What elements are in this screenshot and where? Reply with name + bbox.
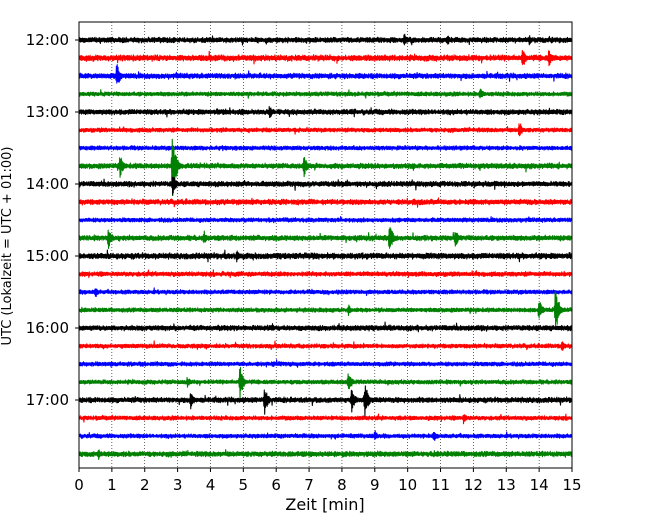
trace-line [78,227,573,250]
trace-line [78,430,573,442]
trace-line [78,176,573,196]
x-tick-label: 3 [173,476,183,494]
x-tick-label: 4 [206,476,216,494]
x-tick-label: 6 [271,476,281,494]
trace-line [78,269,573,279]
trace-line [78,33,573,46]
trace-line [78,144,573,152]
x-tick-label: 7 [304,476,314,494]
trace-line [78,385,573,417]
trace-line [78,413,573,425]
trace-line [78,340,573,351]
y-tick-label: 17:00 [26,391,69,409]
x-tick-label: 15 [562,476,581,494]
trace-line [78,88,573,99]
x-axis-ticks: 0 1 2 3 4 5 6 7 8 9 10 11 12 13 14 15 [74,468,582,494]
x-tick-label: 2 [140,476,150,494]
trace-line [78,449,573,461]
x-tick-label: 10 [398,476,417,494]
x-tick-label: 14 [530,476,549,494]
trace-line [78,64,573,84]
y-tick-label: 15:00 [26,247,69,265]
trace-line [78,359,573,368]
vertical-gridlines [111,22,540,468]
y-axis-label: UTC (Lokalzeit = UTC + 01:00) [0,147,15,346]
trace-line [78,287,573,298]
y-axis-ticks: 12:00 13:00 14:00 15:00 16:00 17:00 [26,31,79,409]
x-tick-label: 0 [74,476,84,494]
trace-line [78,197,573,208]
trace-line [78,123,573,137]
x-tick-label: 13 [497,476,516,494]
x-tick-label: 12 [464,476,483,494]
plot-frame [78,21,573,469]
trace-line [78,321,573,333]
x-tick-label: 9 [370,476,380,494]
trace-line [78,291,573,327]
y-tick-label: 14:00 [26,175,69,193]
x-axis-label: Zeit [min] [285,495,364,514]
seismic-traces [78,33,573,461]
x-tick-label: 8 [337,476,347,494]
y-tick-label: 12:00 [26,31,69,49]
trace-line [78,138,573,197]
trace-line [78,367,573,399]
x-tick-label: 5 [239,476,249,494]
trace-line [78,215,573,224]
y-tick-label: 16:00 [26,319,69,337]
trace-line [78,105,573,119]
x-tick-label: 11 [431,476,450,494]
y-tick-label: 13:00 [26,103,69,121]
x-tick-label: 1 [107,476,117,494]
trace-line [78,49,573,67]
trace-line [78,249,573,263]
